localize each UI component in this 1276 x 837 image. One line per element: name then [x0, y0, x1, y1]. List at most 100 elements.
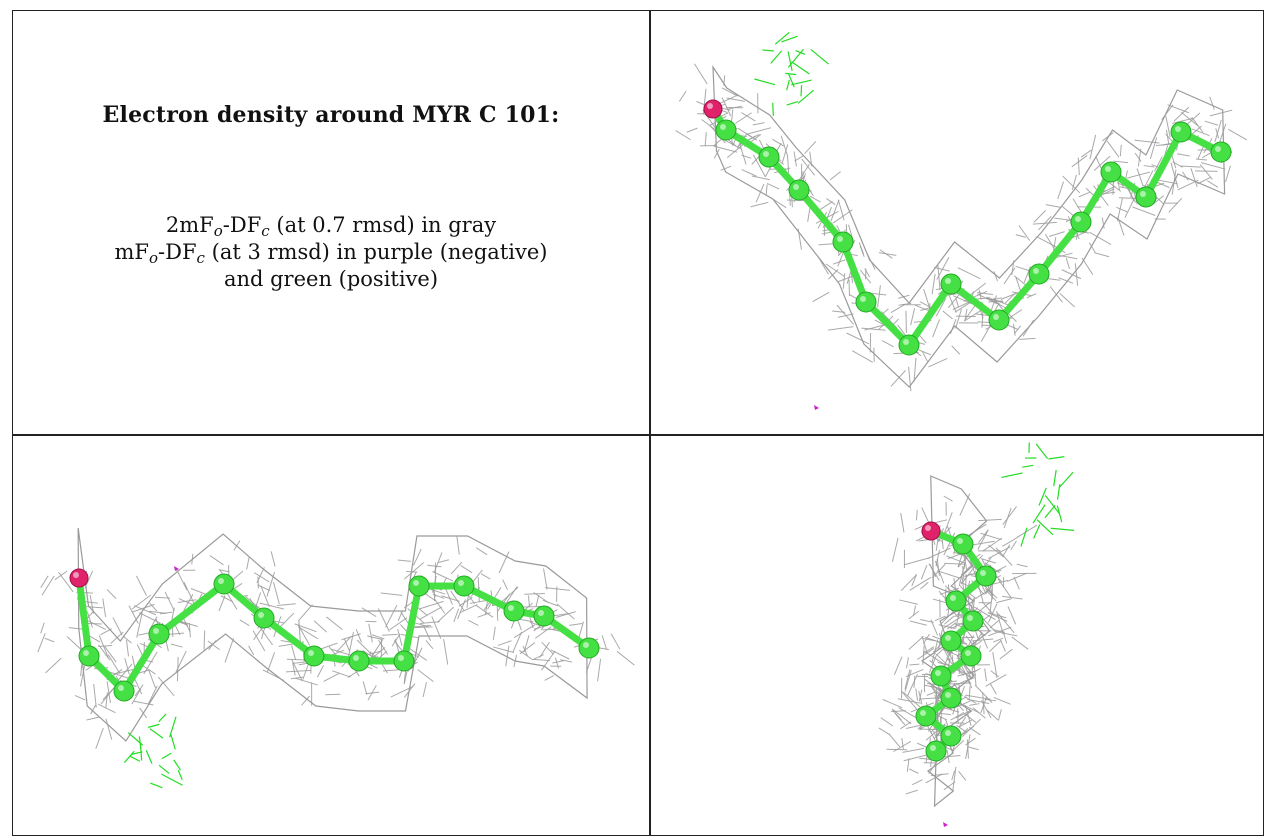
- mesh-segment: [86, 716, 101, 721]
- mesh-segment: [143, 651, 158, 675]
- mesh-segment: [928, 563, 940, 581]
- mesh-segment: [1032, 221, 1057, 225]
- mesh-segment: [1136, 168, 1144, 186]
- mesh-segment: [492, 646, 514, 653]
- mesh-segment: [543, 568, 548, 590]
- atom-highlight: [1215, 146, 1221, 152]
- mesh-segment: [935, 298, 947, 317]
- carbon-atom: [940, 725, 962, 747]
- mesh-segment: [1180, 165, 1201, 168]
- carbon-atom: [503, 600, 525, 622]
- mesh-segment: [1001, 472, 1023, 479]
- mesh-segment: [922, 646, 935, 655]
- mesh-segment: [1137, 148, 1142, 167]
- mesh-segment: [1165, 115, 1171, 138]
- mesh-segment: [934, 615, 946, 622]
- carbon-atom: [393, 650, 415, 672]
- mesh-segment: [431, 616, 442, 639]
- mesh-segment: [497, 640, 512, 646]
- mesh-segment: [533, 625, 545, 630]
- mesh-2fofc: [37, 527, 635, 749]
- mesh-segment: [978, 518, 1002, 522]
- mesh-segment: [912, 605, 917, 617]
- mesh-segment: [704, 132, 707, 147]
- atom-highlight: [945, 730, 951, 736]
- mesh-segment: [911, 573, 918, 587]
- mesh-segment: [1014, 325, 1021, 334]
- mesh-segment: [1166, 129, 1170, 145]
- mesh-segment: [1038, 487, 1047, 506]
- atom-highlight: [925, 525, 931, 531]
- carbon-atom: [788, 179, 810, 201]
- mesh-segment: [977, 292, 994, 295]
- mesh-segment: [1044, 505, 1056, 519]
- mesh-segment: [1190, 168, 1198, 188]
- mesh-segment: [981, 700, 992, 718]
- mesh-segment: [675, 130, 691, 141]
- mesh-segment: [278, 643, 293, 647]
- mesh-segment: [1026, 293, 1037, 299]
- mesh-segment: [879, 249, 893, 259]
- mesh-segment: [1191, 117, 1204, 133]
- mesh-segment: [971, 540, 995, 546]
- mesh-segment: [539, 641, 550, 658]
- mesh-segment: [1107, 180, 1122, 192]
- mesh-segment: [1095, 156, 1102, 169]
- mesh-segment: [597, 658, 602, 682]
- mesh-segment: [535, 594, 540, 607]
- mesh-segment: [746, 127, 772, 135]
- positive-density-blob: [754, 32, 829, 116]
- mesh-segment: [888, 733, 901, 748]
- mesh-segment: [1013, 323, 1016, 336]
- mesh-segment: [149, 602, 158, 612]
- mesh-segment: [960, 686, 965, 697]
- mesh-segment: [900, 574, 917, 591]
- density-view-bottom-right: [651, 436, 1263, 835]
- bond: [795, 186, 847, 246]
- mesh-segment: [936, 570, 960, 579]
- mesh-segment: [786, 79, 790, 91]
- mesh-segment: [956, 701, 980, 714]
- mesh-segment: [277, 603, 296, 607]
- mesh-segment: [1006, 572, 1027, 582]
- mesh-segment: [898, 707, 919, 720]
- mesh-segment: [794, 155, 804, 162]
- mesh-segment: [260, 627, 266, 640]
- mesh-segment: [362, 650, 376, 660]
- mesh-segment: [124, 658, 130, 675]
- mesh-segment: [131, 594, 152, 610]
- mesh-segment: [498, 551, 510, 574]
- mesh-segment: [964, 695, 977, 704]
- mesh-segment: [523, 635, 530, 653]
- mesh-segment: [964, 705, 972, 726]
- mesh-segment: [1201, 162, 1226, 170]
- mesh-segment: [960, 564, 977, 585]
- bond: [1035, 218, 1085, 278]
- mesh-segment: [293, 661, 305, 664]
- mesh-segment: [397, 559, 412, 562]
- mesh-segment: [377, 608, 390, 632]
- mesh-segment: [988, 544, 1005, 558]
- mesh-segment: [477, 612, 491, 618]
- mesh-segment: [40, 622, 45, 634]
- carbon-atom: [1170, 121, 1192, 143]
- mesh-segment: [343, 638, 351, 652]
- mesh-segment: [355, 629, 362, 643]
- mesh-segment: [804, 140, 817, 154]
- mesh-segment: [133, 700, 154, 706]
- carbon-atom: [213, 573, 235, 595]
- mesh-segment: [169, 716, 177, 738]
- mesh-segment: [356, 639, 372, 655]
- mesh-segment: [58, 571, 74, 593]
- mesh-segment: [1089, 231, 1112, 245]
- carbon-atom: [1070, 211, 1092, 233]
- mesh-segment: [248, 645, 255, 656]
- mesh-segment: [952, 766, 957, 792]
- mesh-segment: [298, 619, 301, 644]
- atom-highlight: [957, 538, 963, 544]
- mesh-segment: [361, 607, 377, 617]
- mesh-segment: [1044, 494, 1061, 515]
- mesh-segment: [932, 319, 941, 338]
- mesh-segment: [913, 357, 917, 382]
- carbon-atom: [925, 740, 947, 762]
